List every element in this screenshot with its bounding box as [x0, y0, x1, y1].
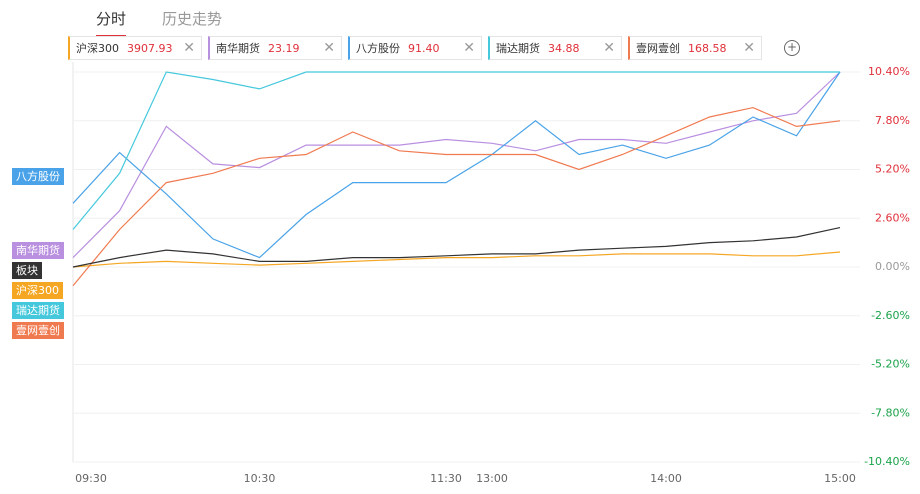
series-line [72, 71, 840, 230]
x-tick-label: 14:00 [650, 472, 682, 485]
legend-item[interactable]: 瑞达期货 34.88 ✕ [488, 36, 622, 60]
legend-item[interactable]: 八方股份 91.40 ✕ [348, 36, 482, 60]
legend-price: 34.88 [548, 41, 580, 55]
legend-name: 八方股份 [356, 42, 400, 55]
y-tick-label: -10.40% [864, 455, 910, 468]
series-tag: 南华期货 [12, 242, 64, 259]
y-tick-label: 2.60% [875, 211, 910, 224]
legend-name: 南华期货 [216, 42, 260, 55]
x-tick-label: 15:00 [824, 472, 856, 485]
series-tag: 八方股份 [12, 168, 64, 185]
tab[interactable]: 历史走势 [162, 10, 223, 28]
legend-name: 沪深300 [76, 42, 119, 55]
close-icon[interactable]: ✕ [743, 40, 755, 56]
legend-price: 3907.93 [127, 41, 173, 55]
y-tick-label: -2.60% [871, 309, 910, 322]
legend-item[interactable]: 沪深300 3907.93 ✕ [68, 36, 202, 60]
close-icon[interactable]: ✕ [183, 40, 195, 56]
series-tag: 壹网壹创 [12, 322, 64, 339]
series-line [72, 106, 841, 287]
x-tick-label: 09:30 [75, 472, 107, 485]
series-tag: 沪深300 [12, 282, 63, 299]
y-tick-label: -5.20% [871, 358, 910, 371]
legend-price: 168.58 [688, 41, 727, 55]
y-tick-label: 0.00% [875, 260, 910, 273]
y-tick-label: -7.80% [871, 406, 910, 419]
x-tick-label: 11:30 [430, 472, 462, 485]
series-line [72, 71, 841, 259]
y-tick-label: 10.40% [868, 65, 910, 78]
y-tick-label: 7.80% [875, 114, 910, 127]
x-tick-label: 13:00 [476, 472, 508, 485]
close-icon[interactable]: ✕ [463, 40, 475, 56]
series-tag: 瑞达期货 [12, 302, 64, 319]
legend-item[interactable]: 壹网壹创 168.58 ✕ [628, 36, 762, 60]
legend-name: 瑞达期货 [496, 42, 540, 55]
y-tick-label: 5.20% [875, 163, 910, 176]
series-line [72, 227, 841, 268]
series-tag: 板块 [12, 262, 42, 279]
close-icon[interactable]: ✕ [603, 40, 615, 56]
legend-name: 壹网壹创 [636, 42, 680, 55]
add-button[interactable]: + [784, 40, 800, 56]
series-line [72, 71, 841, 259]
legend: 沪深300 3907.93 ✕ 南华期货 23.19 ✕ 八方股份 91.40 ✕ 瑞达期货 34.… [68, 36, 800, 60]
series-line [72, 251, 841, 268]
legend-price: 23.19 [268, 41, 300, 55]
legend-price: 91.40 [408, 41, 440, 55]
close-icon[interactable]: ✕ [323, 40, 335, 56]
x-tick-label: 10:30 [244, 472, 276, 485]
legend-item[interactable]: 南华期货 23.19 ✕ [208, 36, 342, 60]
